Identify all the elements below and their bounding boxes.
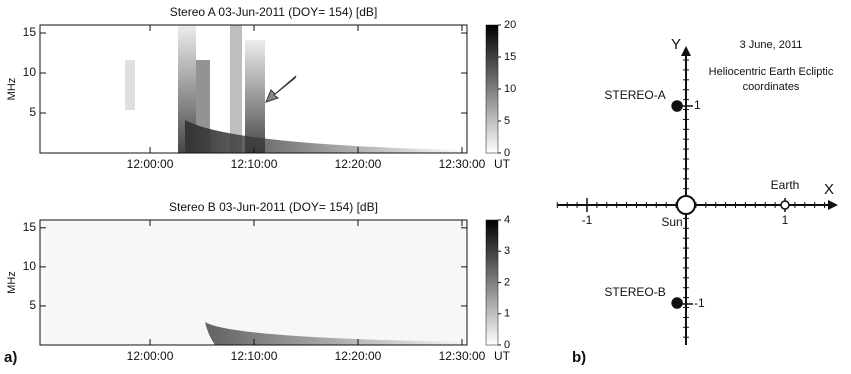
colorbar-tick-label: 15 (504, 51, 516, 63)
spectrogram-image (40, 220, 467, 345)
colorbar-tick-label: 1 (504, 308, 510, 320)
y-tick-label: 15 (23, 25, 37, 39)
colorbar-tick-label: 5 (504, 115, 510, 127)
x-tick-label: 12:20:00 (335, 157, 382, 171)
body-marker (671, 297, 683, 309)
x-tick-label: 12:30:00 (439, 157, 486, 171)
y-axis-label: MHz (6, 78, 18, 101)
chart-title: Stereo B 03-Jun-2011 (DOY= 154) [dB] (169, 200, 378, 214)
chart-title: Stereo A 03-Jun-2011 (DOY= 154) [dB] (170, 5, 378, 19)
colorbar-tick-label: 4 (504, 214, 510, 226)
colorbar-tick-label: 2 (504, 276, 510, 288)
y-tick-label: -1 (694, 296, 705, 310)
y-tick-label: 5 (29, 298, 36, 312)
body-marker (676, 195, 696, 215)
x-tick-label: 1 (782, 213, 789, 227)
body-label: STEREO-B (604, 285, 665, 299)
colorbar-tick-label: 10 (504, 83, 516, 95)
y-axis-label: Y (671, 36, 681, 53)
body-marker (780, 200, 790, 210)
body-label: Earth (771, 178, 800, 192)
x-unit: UT (494, 157, 511, 171)
panel-label: a) (4, 349, 17, 366)
plot-frame (39, 219, 468, 346)
y-tick-label: 5 (29, 105, 36, 119)
colorbar-tick-label: 3 (504, 245, 510, 257)
y-tick-label: 10 (23, 65, 37, 79)
body-label: Sun (661, 215, 682, 229)
spectrogram-image (125, 25, 467, 153)
y-tick-label: 10 (23, 259, 37, 273)
colorbar (485, 24, 499, 154)
x-tick-label: 12:00:00 (127, 157, 174, 171)
colorbar (485, 219, 499, 346)
x-tick-label: 12:20:00 (335, 349, 382, 363)
body-label: STEREO-A (604, 88, 665, 102)
diagram-subtitle: Heliocentric Earth Ecliptic (709, 66, 834, 78)
x-axis-label: X (824, 181, 834, 198)
x-tick-label: 12:00:00 (127, 349, 174, 363)
panel-label: b) (572, 349, 586, 366)
x-tick-label: 12:30:00 (439, 349, 486, 363)
colorbar-tick-label: 0 (504, 339, 510, 351)
body-marker (671, 100, 683, 112)
y-tick-label: 15 (23, 220, 37, 234)
x-tick-label: 12:10:00 (231, 157, 278, 171)
y-axis-label: MHz (6, 271, 18, 294)
diagram-subtitle: coordinates (743, 81, 800, 93)
colorbar-tick-label: 0 (504, 147, 510, 159)
y-tick-label: 1 (694, 98, 701, 112)
plot-frame (39, 24, 468, 154)
x-tick-label: 12:10:00 (231, 349, 278, 363)
arrow (265, 75, 297, 103)
x-tick-label: -1 (582, 213, 593, 227)
colorbar-tick-label: 20 (504, 19, 516, 31)
x-unit: UT (494, 349, 511, 363)
diagram-date: 3 June, 2011 (740, 39, 803, 51)
